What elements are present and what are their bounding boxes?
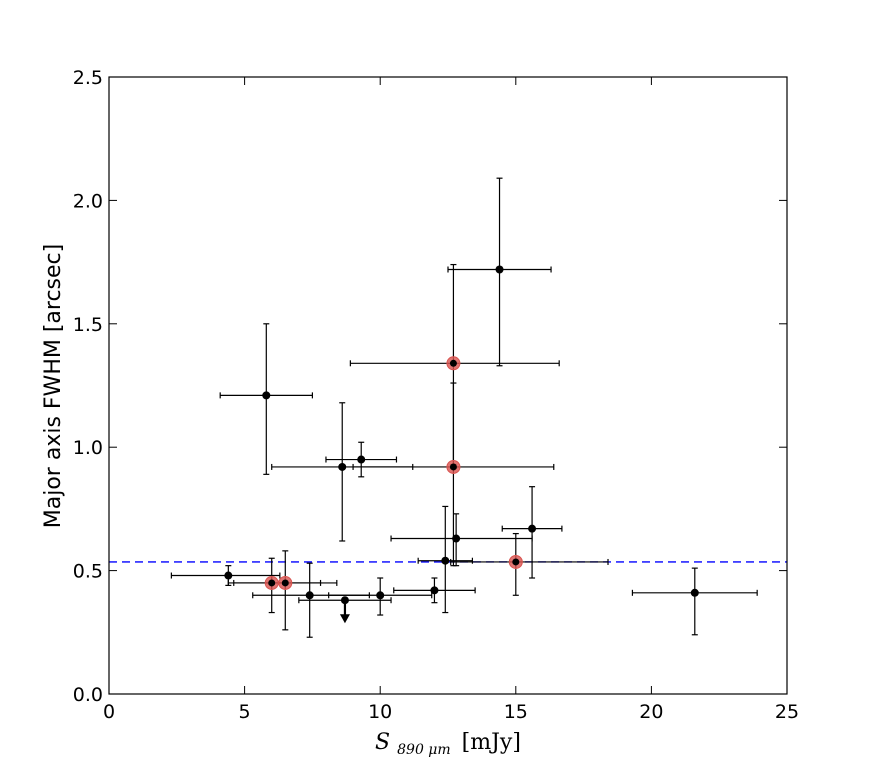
highlight-point-center [449, 463, 457, 471]
highlight-point-center [268, 579, 276, 587]
x-tick-label: 10 [368, 701, 392, 723]
data-point [338, 462, 347, 471]
data-point [690, 588, 699, 597]
y-tick-label: 2.0 [73, 190, 103, 212]
plot-frame [108, 76, 788, 695]
data-point [441, 556, 450, 565]
data-point [305, 591, 314, 600]
data-point [495, 265, 504, 274]
y-tick-label: 1.0 [73, 437, 103, 459]
upper-limit-arrow-head [339, 614, 350, 624]
y-tick-label: 2.5 [73, 67, 103, 89]
x-axis-label-sub: 890 μm [397, 742, 451, 758]
y-axis-label: Major axis FWHM [arcsec] [41, 244, 66, 528]
x-tick-label: 15 [504, 701, 528, 723]
highlight-point-center [281, 579, 289, 587]
data-points [224, 265, 699, 624]
plot-background [109, 77, 787, 694]
x-tick-label: 5 [239, 701, 251, 723]
y-tick-label: 0.0 [73, 684, 103, 706]
plot-area [109, 177, 787, 638]
y-tick-label: 1.5 [73, 314, 103, 336]
x-tick-label: 0 [103, 701, 115, 723]
data-point [528, 524, 537, 533]
data-point [452, 534, 461, 543]
data-point [262, 391, 271, 400]
data-point [357, 455, 366, 464]
data-point [376, 591, 385, 600]
data-point [430, 586, 439, 595]
x-axis-label: S 890 μm [mJy] [375, 730, 521, 760]
x-tick-label: 20 [639, 701, 663, 723]
x-axis-label-unit: [mJy] [462, 730, 521, 755]
y-tick-label: 0.5 [73, 561, 103, 583]
x-tick-label: 25 [775, 701, 799, 723]
data-point [224, 571, 233, 580]
x-tick-labels: 0 5 10 15 20 25 [103, 701, 799, 723]
highlight-point-center [449, 359, 457, 367]
y-tick-labels: 0.0 0.5 1.0 1.5 2.0 2.5 [73, 67, 103, 706]
x-axis-label-main: S [375, 730, 390, 755]
highlight-point-center [512, 558, 520, 566]
